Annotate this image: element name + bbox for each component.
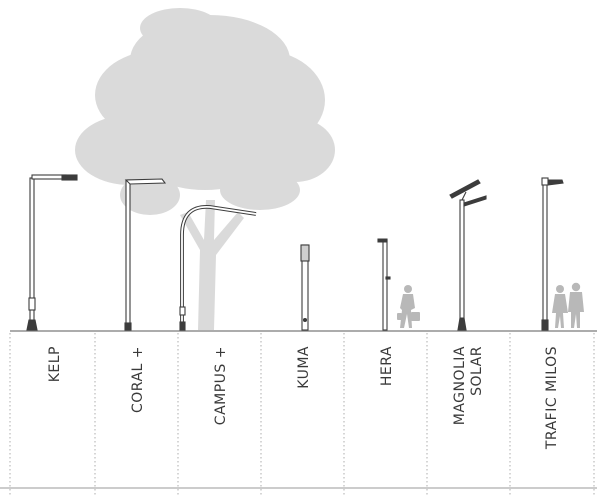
kuma-bollard-icon (300, 244, 310, 331)
couple-silhouette-icon (552, 282, 584, 328)
campus-pole-icon (179, 205, 257, 331)
kelp-pole-icon (26, 174, 78, 331)
background-tree-silhouette (75, 8, 335, 330)
label-kelp: KELP (47, 346, 63, 383)
label-magnolia-line-1: MAGNOLIA (452, 346, 468, 426)
label-hera: HERA (379, 346, 395, 387)
label-magnolia-line-2: SOLAR (469, 346, 485, 396)
label-magnolia-solar: MAGNOLIA SOLAR (452, 346, 486, 466)
label-campus: CAMPUS + (213, 346, 229, 426)
label-trafic-milos: TRAFIC MILOS (544, 346, 560, 450)
pedestrian-silhouette-icon (397, 285, 420, 328)
label-kuma: KUMA (296, 346, 312, 389)
column-dividers (9, 333, 595, 495)
trafic-milos-pole-icon (541, 177, 564, 331)
label-coral: CORAL + (130, 346, 146, 414)
magnolia-solar-pole-icon (449, 179, 487, 331)
hera-pole-icon (377, 238, 391, 331)
coral-pole-icon (124, 178, 167, 331)
